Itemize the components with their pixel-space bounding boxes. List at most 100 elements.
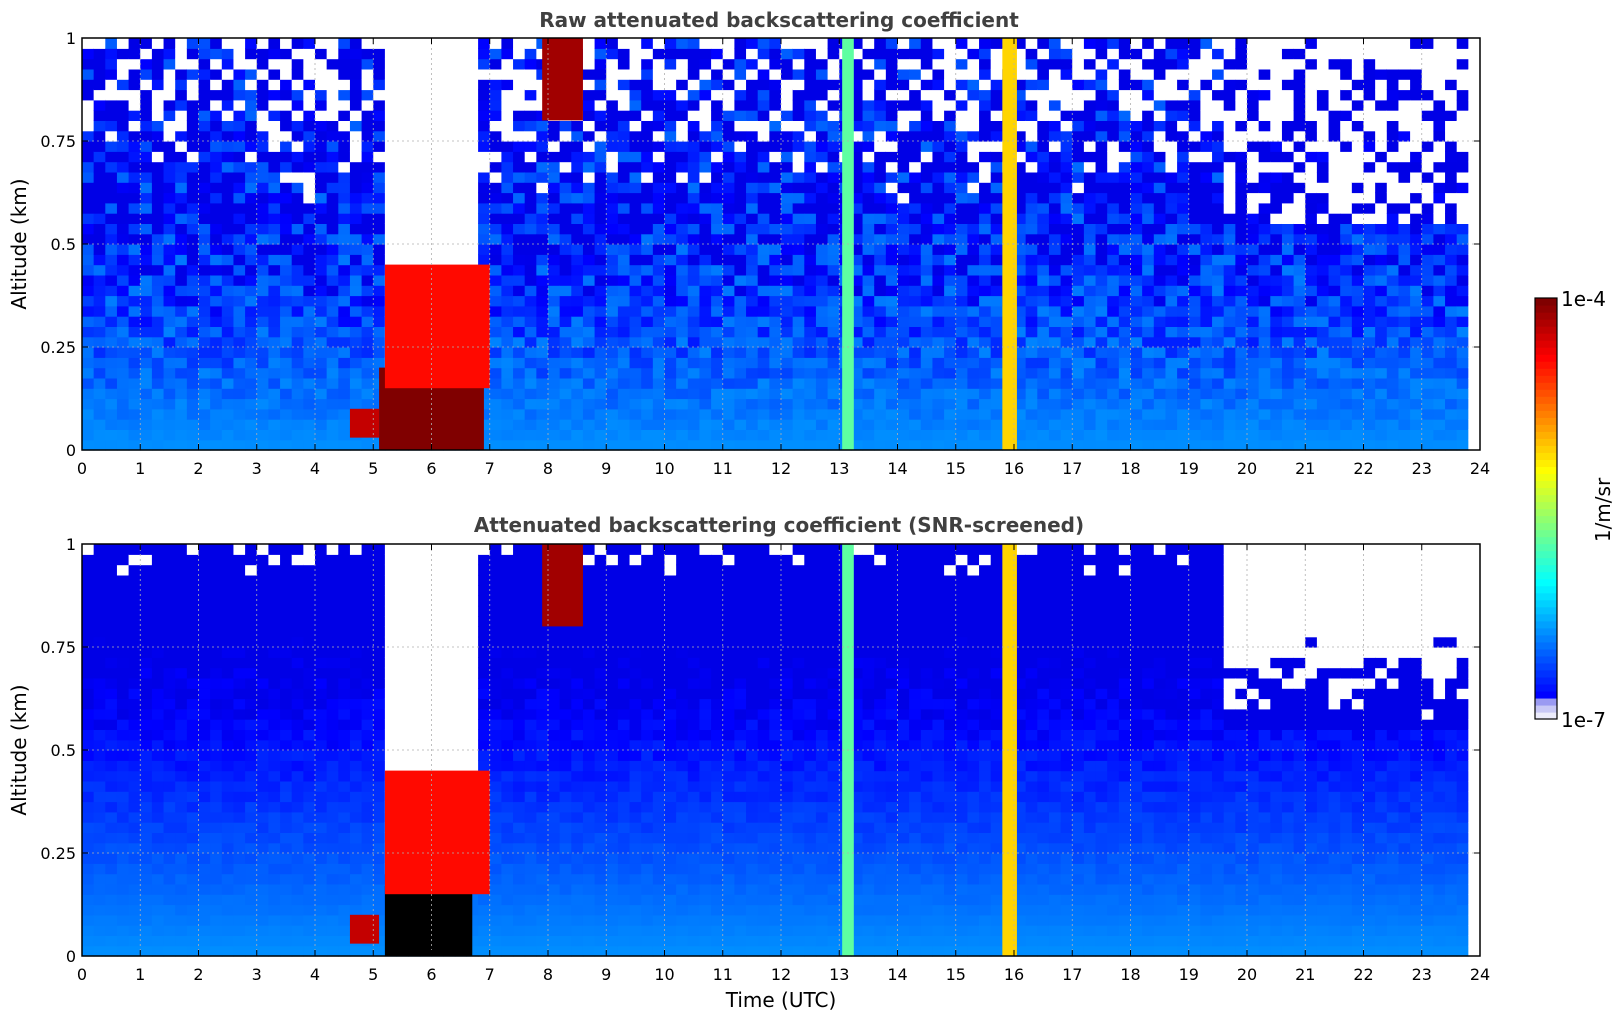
- heatmap-cell: [361, 182, 374, 194]
- heatmap-cell: [1130, 38, 1143, 49]
- heatmap-cell: [769, 388, 782, 400]
- heatmap-cell: [955, 274, 968, 286]
- heatmap-cell: [594, 110, 607, 121]
- heatmap-cell: [827, 439, 840, 451]
- heatmap-cell: [641, 357, 654, 369]
- heatmap-cell: [711, 141, 724, 152]
- heatmap-cell: [489, 89, 502, 101]
- heatmap-cell: [571, 202, 584, 214]
- heatmap-cell: [1235, 192, 1248, 204]
- heatmap-cell: [1351, 336, 1365, 348]
- heatmap-cell: [746, 398, 759, 410]
- heatmap-cell: [361, 89, 374, 101]
- heatmap-cell: [140, 398, 153, 410]
- heatmap-cell: [746, 429, 759, 441]
- heatmap-cell: [1247, 48, 1260, 60]
- heatmap-cell: [629, 295, 642, 307]
- heatmap-cell: [955, 439, 968, 451]
- heatmap-cell: [1316, 141, 1330, 152]
- heatmap-cell: [1270, 110, 1283, 121]
- heatmap-cell: [163, 68, 176, 80]
- heatmap-cell: [1351, 233, 1365, 245]
- x-tick-label: 10: [654, 459, 674, 478]
- heatmap-cell: [1316, 316, 1330, 327]
- heatmap-cell: [1060, 120, 1073, 132]
- heatmap-cell: [652, 161, 666, 173]
- heatmap-cell: [361, 48, 374, 60]
- heatmap-cell: [175, 274, 188, 286]
- heatmap-cell: [629, 89, 642, 101]
- heatmap-cell: [1118, 388, 1132, 400]
- heatmap-cell: [582, 192, 596, 204]
- heatmap-cell: [920, 347, 934, 358]
- heatmap-cell: [1328, 171, 1341, 183]
- heatmap-cell: [245, 161, 258, 173]
- heatmap-cell: [151, 336, 165, 348]
- heatmap-cell: [221, 192, 235, 204]
- heatmap-cell: [722, 285, 735, 297]
- heatmap-cell: [1305, 419, 1318, 430]
- heatmap-cell: [617, 326, 631, 338]
- heatmap-cell: [699, 223, 712, 235]
- heatmap-cell: [396, 48, 409, 60]
- heatmap-cell: [594, 326, 607, 338]
- heatmap-cell: [1118, 274, 1132, 286]
- heatmap-cell: [163, 58, 176, 70]
- heatmap-cell: [1107, 398, 1120, 410]
- heatmap-cell: [1247, 377, 1260, 389]
- heatmap-cell: [1293, 244, 1306, 255]
- heatmap-cell: [1433, 305, 1446, 317]
- heatmap-cell: [186, 68, 200, 80]
- heatmap-cell: [932, 439, 945, 451]
- heatmap-cell: [198, 130, 211, 142]
- heatmap-cell: [1328, 182, 1341, 194]
- heatmap-cell: [1445, 347, 1458, 358]
- heatmap-cell: [815, 110, 829, 121]
- heatmap-cell: [932, 38, 945, 49]
- heatmap-cell: [734, 58, 747, 70]
- heatmap-cell: [163, 233, 176, 245]
- heatmap-cell: [128, 213, 141, 224]
- heatmap-cell: [1305, 285, 1318, 297]
- heatmap-cell: [757, 202, 770, 214]
- heatmap-cell: [1060, 347, 1073, 358]
- heatmap-cell: [303, 439, 316, 451]
- heatmap-cell: [268, 161, 281, 173]
- heatmap-cells: [82, 544, 1481, 957]
- heatmap-cell: [1363, 202, 1376, 214]
- heatmap-cell: [396, 244, 409, 255]
- heatmap-cell: [874, 305, 887, 317]
- heatmap-cell: [1025, 357, 1038, 369]
- heatmap-cell: [419, 99, 433, 111]
- heatmap-cell: [827, 419, 840, 430]
- heatmap-cell: [652, 357, 666, 369]
- heatmap-cell: [944, 161, 957, 173]
- heatmap-cell: [163, 79, 176, 91]
- heatmap-cell: [1025, 233, 1038, 245]
- heatmap-cell: [256, 254, 269, 266]
- heatmap-cell: [676, 202, 689, 214]
- heatmap-cell: [303, 89, 316, 101]
- heatmap-cell: [979, 408, 992, 420]
- heatmap-cell: [815, 120, 829, 132]
- heatmap-cell: [1305, 120, 1318, 132]
- heatmap-cell: [315, 171, 328, 183]
- heatmap-cell: [1410, 357, 1423, 369]
- heatmap-cell: [93, 171, 106, 183]
- heatmap-cell: [1153, 38, 1167, 49]
- heatmap-cell: [151, 213, 165, 224]
- heatmap-cell: [909, 171, 922, 183]
- heatmap-cell: [280, 244, 293, 255]
- heatmap-cell: [326, 68, 339, 80]
- heatmap-cell: [548, 419, 561, 430]
- heatmap-cell: [82, 58, 95, 70]
- heatmap-cell: [1363, 244, 1376, 255]
- heatmap-cell: [1025, 58, 1038, 70]
- heatmap-cell: [338, 48, 351, 60]
- heatmap-cell: [1445, 171, 1458, 183]
- heatmap-cell: [1153, 295, 1167, 307]
- heatmap-cell: [443, 161, 456, 173]
- heatmap-cell: [967, 419, 980, 430]
- heatmap-cell: [1305, 151, 1318, 163]
- heatmap-cell: [128, 274, 141, 286]
